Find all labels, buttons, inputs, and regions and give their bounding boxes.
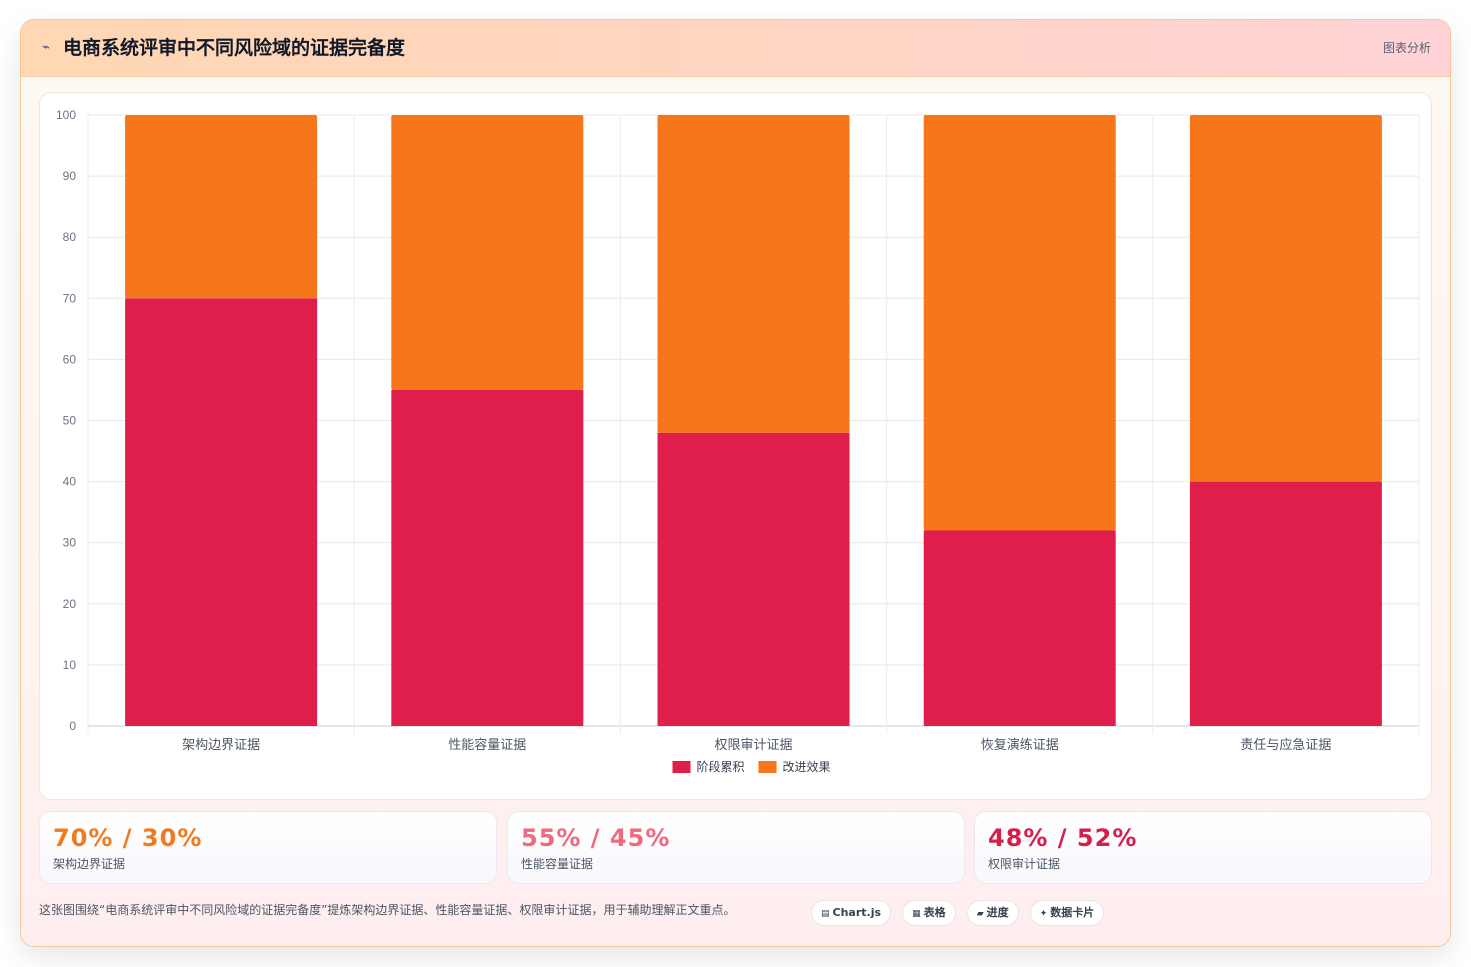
bar-stage-cumulative	[125, 298, 318, 726]
stat-card-performance: 55% / 45% 性能容量证据	[507, 811, 965, 884]
chip-label: 数据卡片	[1050, 906, 1095, 919]
chart-panel: 0 10 20 30 40 50 60 70 80 90 100 架构边界证据 性能容量证据 权限审计证据…	[39, 92, 1432, 800]
page-title: 电商系统评审中不同风险域的证据完备度	[63, 37, 406, 59]
stat-label: 性能容量证据	[521, 857, 594, 871]
stat-value: 55% / 45%	[521, 824, 671, 852]
stat-label: 架构边界证据	[53, 857, 126, 871]
legend-label: 阶段累积	[697, 759, 745, 774]
bar-stage-cumulative	[1189, 481, 1382, 726]
x-tick-label: 性能容量证据	[448, 737, 526, 752]
chip-chartjs[interactable]: ▤ Chart.js	[811, 900, 892, 926]
legend-swatch	[758, 761, 777, 773]
x-tick-label: 权限审计证据	[714, 737, 792, 752]
legend-label: 改进效果	[783, 759, 831, 774]
sparkle-icon: ✦	[1039, 909, 1048, 919]
x-tick-label: 责任与应急证据	[1240, 737, 1331, 752]
y-tick-label: 60	[63, 352, 77, 366]
chip-label: 进度	[986, 906, 1009, 919]
chip-label: 表格	[923, 906, 946, 919]
stat-label: 权限审计证据	[988, 857, 1061, 871]
chart-icon: ▤	[821, 909, 830, 919]
y-tick-label: 20	[63, 597, 77, 611]
bar-improvement-effect	[923, 115, 1116, 531]
bar-stage-cumulative	[391, 389, 584, 726]
stat-card-permission: 48% / 52% 权限审计证据	[974, 811, 1432, 884]
y-tick-label: 10	[63, 658, 77, 672]
chart-analysis-link[interactable]: 图表分析	[1382, 41, 1431, 55]
stat-value: 48% / 52%	[988, 824, 1138, 852]
y-tick-label: 90	[63, 169, 77, 183]
chart-line-icon: ⌁	[42, 40, 50, 55]
table-icon: ▦	[912, 909, 921, 919]
y-tick-label: 100	[56, 108, 76, 122]
x-tick-label: 恢复演练证据	[981, 737, 1059, 752]
stat-value: 70% / 30%	[53, 824, 203, 852]
x-tick-label: 架构边界证据	[182, 737, 260, 752]
chip-data-cards[interactable]: ✦ 数据卡片	[1029, 900, 1105, 926]
bar-improvement-effect	[657, 115, 850, 433]
chart-card: ⌁ 电商系统评审中不同风险域的证据完备度 图表分析 0 10 20 30 40 50 60 7…	[20, 19, 1451, 947]
legend-swatch	[672, 761, 691, 773]
bar-stage-cumulative	[923, 530, 1116, 726]
y-tick-label: 0	[69, 719, 76, 733]
bar-stage-cumulative	[657, 432, 850, 726]
chip-progress[interactable]: ▰ 进度	[966, 900, 1019, 926]
chip-table[interactable]: ▦ 表格	[902, 900, 956, 926]
bar-improvement-effect	[1189, 115, 1382, 482]
progress-icon: ▰	[976, 909, 984, 919]
y-tick-label: 50	[63, 414, 77, 428]
y-tick-label: 70	[63, 291, 77, 305]
bar-improvement-effect	[391, 115, 584, 390]
y-tick-label: 40	[63, 475, 77, 489]
chart-description: 这张图围绕“电商系统评审中不同风险域的证据完备度”提炼架构边界证据、性能容量证据…	[39, 903, 736, 917]
stat-card-architecture: 70% / 30% 架构边界证据	[39, 811, 497, 884]
stacked-bar-chart: 0 10 20 30 40 50 60 70 80 90 100 架构边界证据 性能容量证据 权限审计证据…	[56, 108, 1420, 774]
bar-improvement-effect	[125, 115, 318, 299]
chip-label: Chart.js	[832, 906, 882, 919]
y-tick-label: 80	[63, 230, 77, 244]
card-header: ⌁ 电商系统评审中不同风险域的证据完备度 图表分析	[21, 20, 1450, 77]
tag-chips: ▤ Chart.js ▦ 表格 ▰ 进度 ✦ 数据卡片	[811, 900, 1110, 926]
y-tick-label: 30	[63, 536, 77, 550]
